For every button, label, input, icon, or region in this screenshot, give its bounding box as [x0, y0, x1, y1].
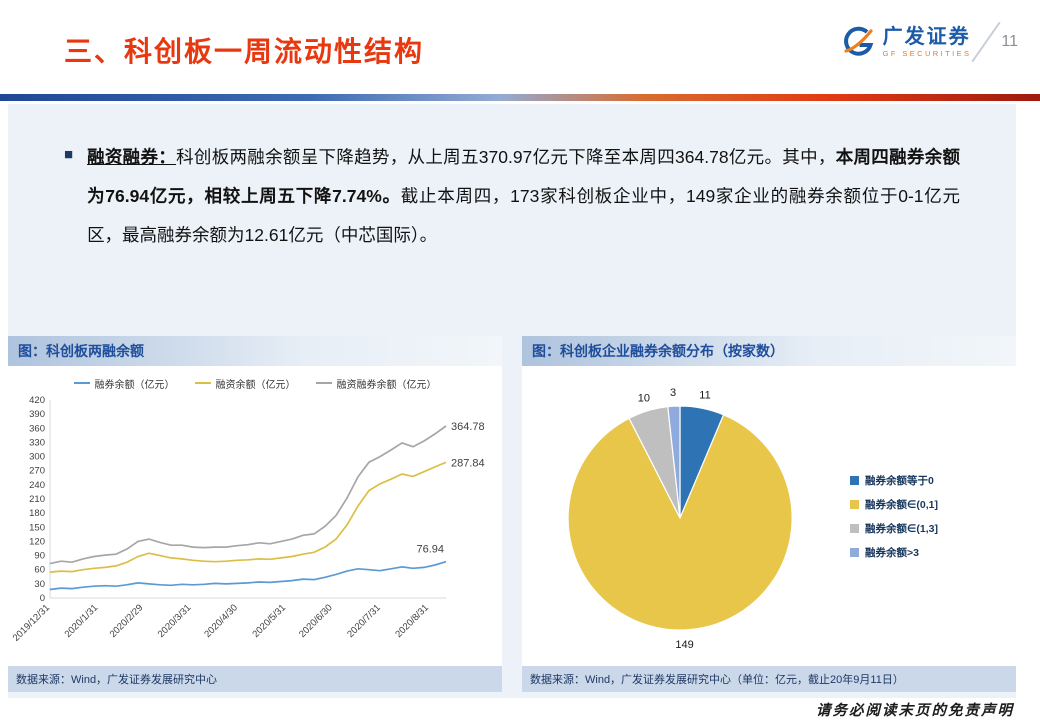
pie-legend-item: 融券余额等于0 [850, 473, 1010, 488]
svg-text:0: 0 [40, 593, 45, 604]
summary-paragraph: 融资融券：科创板两融余额呈下降趋势，从上周五370.97亿元下降至本周四364.… [87, 138, 960, 255]
pie-legend: 融券余额等于0 融券余额∈(0,1] 融券余额∈(1,3] 融券余额>3 [850, 473, 1010, 560]
chart-panels: 图：科创板两融余额 融券余额（亿元） 融资余额（亿元） 融资融券余额（亿元） 0 30… [8, 336, 1016, 692]
source-note-left: 数据来源：Wind，广发证券发展研究中心 [8, 666, 502, 692]
svg-text:3: 3 [670, 387, 676, 399]
line-chart-body: 融券余额（亿元） 融资余额（亿元） 融资融券余额（亿元） 0 30 60 90 120 150… [8, 366, 502, 666]
brand-name: 广发证券 [882, 25, 971, 48]
svg-text:150: 150 [29, 522, 45, 533]
svg-text:270: 270 [29, 466, 45, 477]
svg-text:2020/2/29: 2020/2/29 [108, 602, 146, 640]
pie-legend-item: 融券余额>3 [850, 545, 1010, 560]
legend-item: 融资余额（亿元） [194, 374, 296, 392]
svg-text:330: 330 [29, 437, 45, 448]
summary-text-1: 科创板两融余额呈下降趋势，从上周五370.97亿元下降至本周四364.78亿元。… [176, 147, 836, 167]
svg-text:120: 120 [29, 536, 45, 547]
legend-swatch-icon [850, 499, 859, 509]
page-number: 11 [1001, 33, 1018, 50]
svg-text:240: 240 [29, 480, 45, 491]
svg-text:390: 390 [29, 409, 45, 420]
summary-lead: 融资融券： [87, 147, 177, 167]
svg-text:2020/8/31: 2020/8/31 [393, 602, 431, 640]
svg-text:300: 300 [29, 452, 45, 463]
panel-margin-balance: 图：科创板两融余额 融券余额（亿元） 融资余额（亿元） 融资融券余额（亿元） 0 30… [8, 336, 502, 692]
svg-text:180: 180 [29, 508, 45, 519]
bullet-square-icon: ■ [64, 146, 74, 163]
svg-text:287.84: 287.84 [451, 457, 485, 469]
pie-chart-svg: 11 149 10 3 [567, 387, 793, 651]
line-chart-legend: 融券余额（亿元） 融资余额（亿元） 融资融券余额（亿元） [8, 366, 502, 392]
panel-header-right: 图：科创板企业融券余额分布（按家数） [522, 336, 1016, 366]
svg-text:149: 149 [675, 639, 693, 651]
header-right: 广发证券 GF SECURITIES 11 [842, 12, 1018, 72]
gf-securities-logo-icon [843, 26, 873, 56]
svg-text:2020/5/31: 2020/5/31 [250, 602, 288, 640]
gradient-divider-bar [0, 94, 1040, 101]
svg-text:2020/1/31: 2020/1/31 [63, 602, 101, 640]
line-chart-svg: 0 30 60 90 120 150 180 210 240 270 300 330 360 390 420… [11, 395, 485, 644]
legend-swatch-icon [850, 523, 859, 533]
brand-text: 广发证券 GF SECURITIES [883, 26, 972, 58]
svg-text:11: 11 [699, 390, 710, 402]
source-note-right: 数据来源：Wind，广发证券发展研究中心（单位：亿元，截止20年9月11日） [522, 666, 1016, 692]
legend-swatch-icon [850, 547, 859, 557]
panel-lending-distribution: 图：科创板企业融券余额分布（按家数） 11 149 10 3 融券余额等于0 融券余额∈… [522, 336, 1016, 692]
svg-text:2020/3/31: 2020/3/31 [156, 602, 194, 640]
legend-item: 融资融券余额（亿元） [315, 374, 437, 392]
svg-text:364.78: 364.78 [451, 421, 485, 433]
summary-text-2: 截止本周四，173家科创板企业中，149家企业的融券余额位于0-1亿元区，最高融… [87, 186, 961, 245]
page-title: 三、科创板一周流动性结构 [64, 36, 425, 67]
svg-text:420: 420 [29, 395, 45, 406]
svg-text:90: 90 [34, 551, 45, 562]
svg-text:60: 60 [34, 565, 45, 576]
svg-text:360: 360 [29, 423, 45, 434]
panel-header-left: 图：科创板两融余额 [8, 336, 502, 366]
brand: 广发证券 GF SECURITIES [842, 25, 972, 59]
divider-slash [971, 21, 1001, 63]
pie-legend-item: 融券余额∈(0,1] [850, 497, 1010, 512]
legend-line-icon [194, 382, 211, 384]
summary-bullet: ■ 融资融券：科创板两融余额呈下降趋势，从上周五370.97亿元下降至本周四36… [64, 138, 960, 255]
svg-text:2019/12/31: 2019/12/31 [11, 602, 52, 643]
summary-bold: 本周四融券余额为76.94亿元，相较上周五下降7.74%。 [87, 147, 961, 206]
svg-text:2020/4/30: 2020/4/30 [202, 602, 240, 640]
svg-text:10: 10 [638, 392, 650, 404]
pie-legend-item: 融券余额∈(1,3] [850, 521, 1010, 536]
pie-chart-body: 11 149 10 3 融券余额等于0 融券余额∈(0,1] 融券余额∈(1,3] 融券余额… [522, 366, 1016, 666]
svg-text:30: 30 [34, 579, 45, 590]
svg-text:210: 210 [29, 494, 45, 505]
brand-subtitle: GF SECURITIES [882, 48, 972, 58]
svg-text:2020/7/31: 2020/7/31 [345, 602, 383, 640]
legend-swatch-icon [850, 475, 859, 485]
legend-item: 融券余额（亿元） [73, 374, 175, 392]
svg-text:76.94: 76.94 [416, 544, 444, 556]
legend-line-icon [315, 382, 332, 384]
svg-text:2020/6/30: 2020/6/30 [297, 602, 335, 640]
disclaimer-watermark: 请务必阅读末页的免责声明 [816, 703, 1014, 719]
content-area: ■ 融资融券：科创板两融余额呈下降趋势，从上周五370.97亿元下降至本周四36… [8, 104, 1016, 698]
pie-wrap: 11 149 10 3 融券余额等于0 融券余额∈(0,1] 融券余额∈(1,3] 融券余额… [522, 366, 1016, 666]
legend-line-icon [73, 382, 90, 384]
